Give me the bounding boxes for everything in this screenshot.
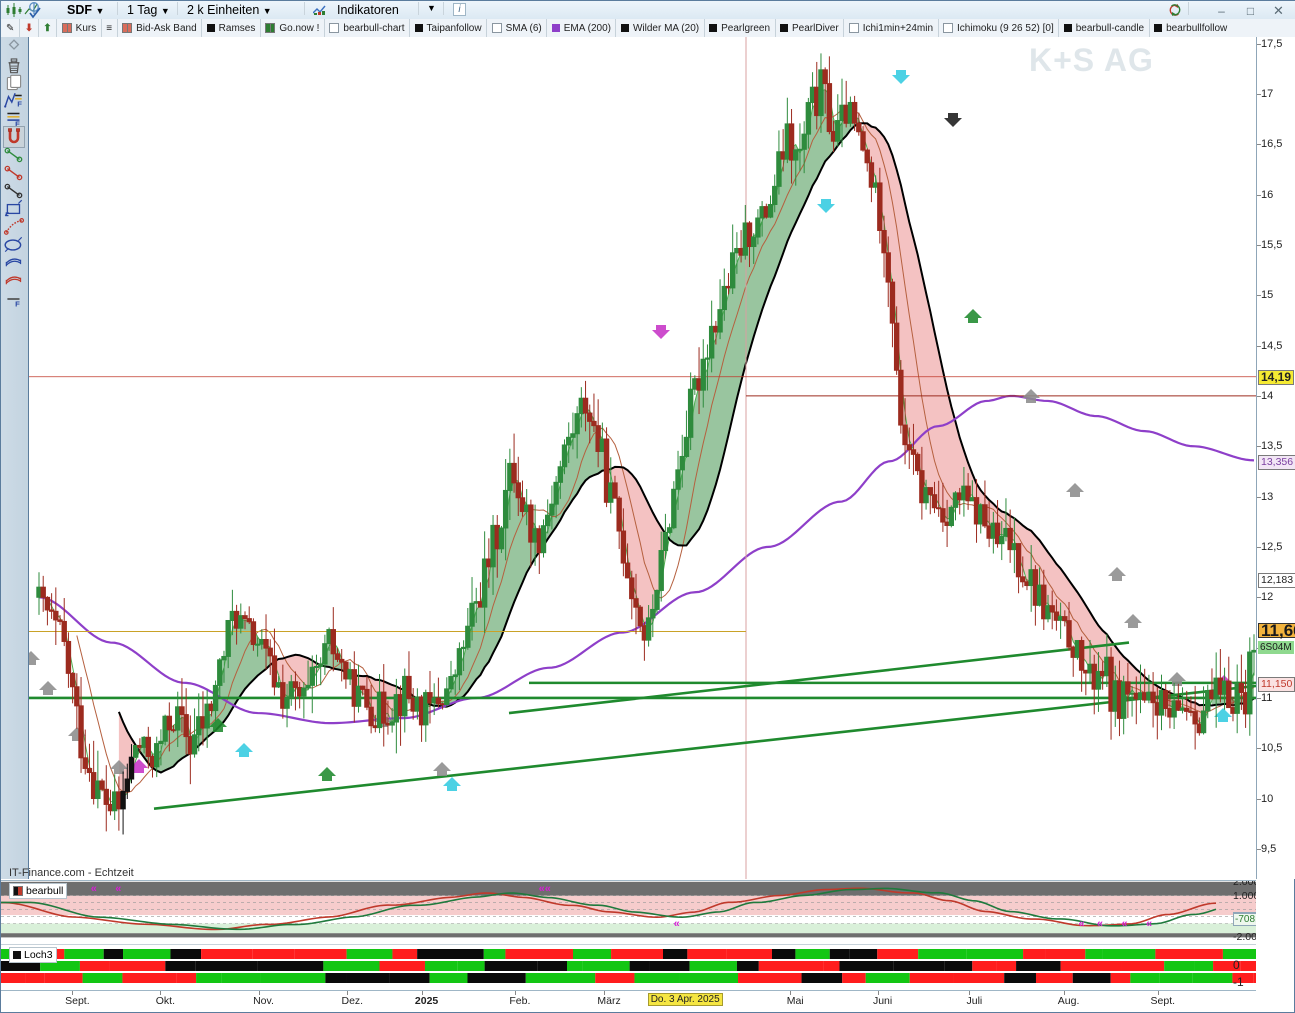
svg-text:«: « <box>1078 918 1084 930</box>
svg-text:«: « <box>1121 918 1127 930</box>
svg-text:F: F <box>15 300 20 309</box>
svg-text:«: « <box>674 918 680 930</box>
svg-text:«: « <box>1097 918 1103 930</box>
svg-text:«: « <box>1146 918 1152 930</box>
svg-text:«: « <box>91 883 97 895</box>
svg-text:«: « <box>115 883 121 895</box>
svg-text:«: « <box>545 883 551 895</box>
